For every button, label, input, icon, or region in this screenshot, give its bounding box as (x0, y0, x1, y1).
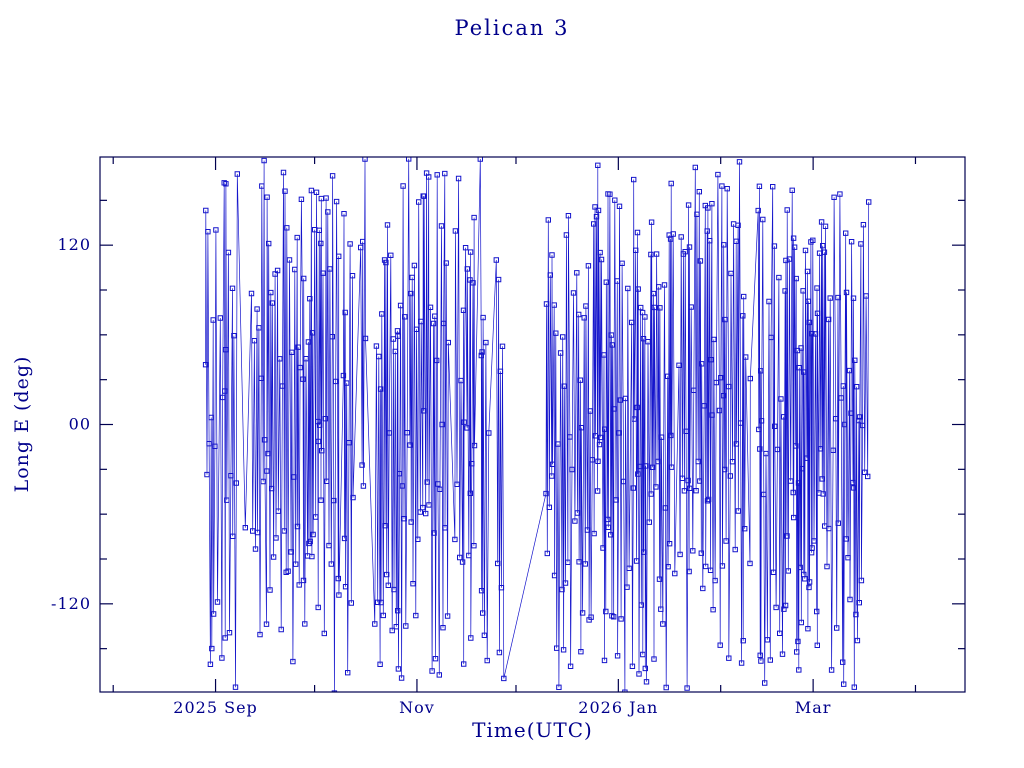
data-markers (202, 157, 872, 692)
x-tick-label: 2026 Jan (578, 698, 658, 717)
y-axis-label: Long E (deg) (11, 355, 33, 493)
x-tick-label: Mar (795, 698, 832, 717)
y-tick-label: -120 (51, 594, 91, 613)
chart-title: Pelican 3 (454, 16, 570, 40)
x-tick-label: Nov (399, 698, 435, 717)
x-axis-ticks (112, 157, 917, 692)
x-tick-label: 2025 Sep (173, 698, 257, 717)
data-series (202, 157, 872, 692)
data-line (205, 158, 870, 692)
x-axis-label: Time(UTC) (472, 718, 593, 742)
y-axis-tick-labels: 120 00 -120 (51, 235, 91, 613)
x-axis-tick-labels: 2025 Sep Nov 2026 Jan Mar (173, 698, 832, 717)
y-tick-label: 00 (69, 415, 91, 434)
y-tick-label: 120 (57, 235, 91, 254)
y-axis-ticks (100, 199, 965, 650)
